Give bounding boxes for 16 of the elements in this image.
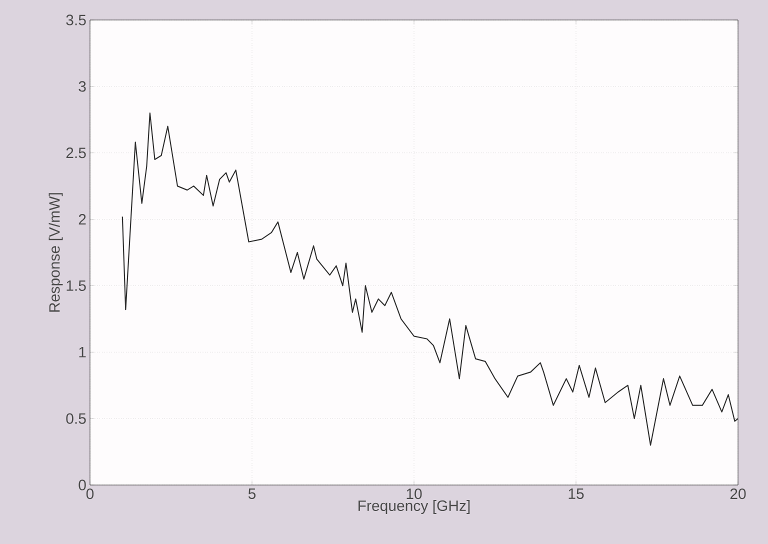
y-tick-label: 1.5: [66, 280, 86, 291]
x-axis-title: Frequency [GHz]: [358, 500, 470, 514]
y-tick-label: 2: [78, 214, 86, 225]
line-series: [122, 112, 738, 446]
y-axis-title: Response [V/mW]: [48, 193, 63, 312]
y-tick-label: 0: [78, 480, 86, 490]
y-tick-label: 1: [79, 346, 86, 358]
x-tick-label: 5: [248, 488, 256, 499]
y-tick-label: 3: [78, 81, 86, 92]
y-tick-label: 0.5: [66, 413, 86, 424]
x-tick-label: 0: [86, 488, 94, 500]
x-tick-label: 20: [730, 488, 746, 500]
y-tick-label: 3.5: [66, 14, 86, 26]
x-tick-label: 10: [406, 488, 422, 500]
x-tick-label: 15: [568, 488, 584, 499]
y-tick-label: 2.5: [66, 148, 86, 158]
